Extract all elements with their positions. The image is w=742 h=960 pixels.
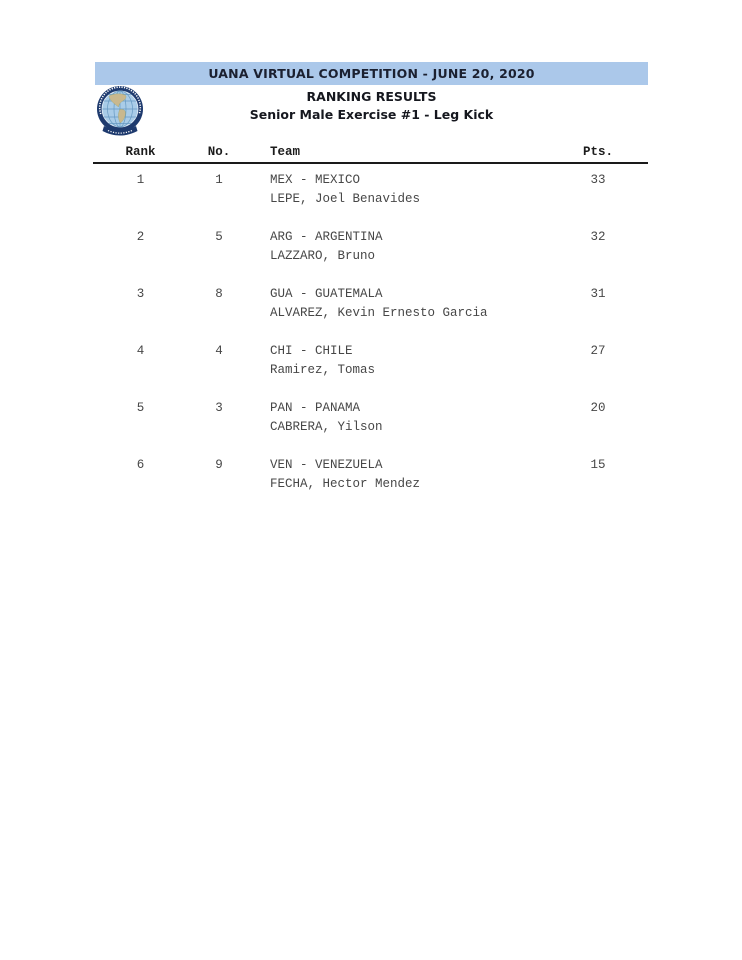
rank-cell: 4 [136,344,145,358]
pts-cell: 27 [590,344,606,358]
table-body: 1 1 MEX - MEXICO 33 LEPE, Joel Benavides… [93,164,648,494]
col-header-no: No. [207,145,231,159]
team-cell: GUA - GUATEMALA [270,287,383,301]
athlete-cell: LEPE, Joel Benavides [270,192,421,206]
uana-globe-logo-icon [96,85,144,137]
athlete-cell: LAZZARO, Bruno [270,249,376,263]
athlete-cell: Ramirez, Tomas [270,363,376,377]
no-cell: 3 [215,401,223,415]
no-cell: 4 [215,344,223,358]
section-heading: RANKING RESULTS [306,89,437,104]
team-cell: MEX - MEXICO [270,173,361,187]
results-table: Rank No. Team Pts. 1 1 MEX - MEXICO 33 L… [93,145,648,513]
competition-banner: UANA VIRTUAL COMPETITION - JUNE 20, 2020 [95,62,648,85]
pts-cell: 32 [590,230,606,244]
no-cell: 9 [215,458,223,472]
athlete-cell: CABRERA, Yilson [270,420,383,434]
banner-title: UANA VIRTUAL COMPETITION - JUNE 20, 2020 [208,66,535,81]
table-row: 3 8 GUA - GUATEMALA 31 ALVAREZ, Kevin Er… [93,285,648,323]
pts-cell: 15 [590,458,606,472]
table-row: 4 4 CHI - CHILE 27 Ramirez, Tomas [93,342,648,380]
rank-cell: 5 [136,401,145,415]
table-header-row: Rank No. Team Pts. [93,145,648,160]
pts-cell: 20 [590,401,606,415]
rank-cell: 1 [136,173,145,187]
pts-cell: 33 [590,173,606,187]
no-cell: 8 [215,287,223,301]
athlete-cell: FECHA, Hector Mendez [270,477,421,491]
athlete-cell: ALVAREZ, Kevin Ernesto Garcia [270,306,488,320]
team-cell: VEN - VENEZUELA [270,458,383,472]
table-row: 2 5 ARG - ARGENTINA 32 LAZZARO, Bruno [93,228,648,266]
event-heading: Senior Male Exercise #1 - Leg Kick [249,107,494,122]
table-row: 5 3 PAN - PANAMA 20 CABRERA, Yilson [93,399,648,437]
col-header-rank: Rank [125,145,156,159]
team-cell: PAN - PANAMA [270,401,361,415]
team-cell: CHI - CHILE [270,344,353,358]
no-cell: 5 [215,230,223,244]
team-cell: ARG - ARGENTINA [270,230,383,244]
table-row: 6 9 VEN - VENEZUELA 15 FECHA, Hector Men… [93,456,648,494]
col-header-pts: Pts. [582,145,613,159]
rank-cell: 2 [136,230,145,244]
table-row: 1 1 MEX - MEXICO 33 LEPE, Joel Benavides [93,171,648,209]
rank-cell: 3 [136,287,145,301]
pts-cell: 31 [590,287,606,301]
header-rule [93,162,648,164]
rank-cell: 6 [136,458,145,472]
col-header-team: Team [270,145,301,159]
no-cell: 1 [215,173,223,187]
